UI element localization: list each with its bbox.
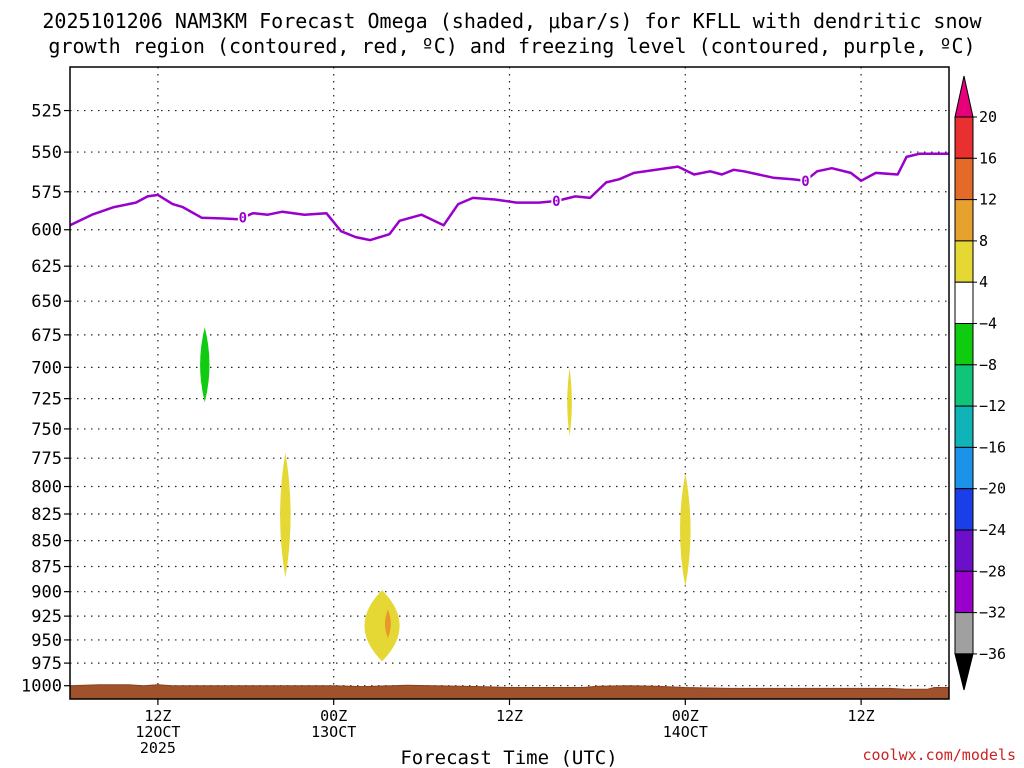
colorbar-segment — [954, 116, 974, 159]
chart-title-line-1: 2025101206 NAM3KM Forecast Omega (shaded… — [42, 9, 982, 33]
x-axis-label: Forecast Time (UTC) — [400, 747, 617, 768]
y-tick-label: 550 — [31, 143, 62, 163]
colorbar-label: −32 — [979, 604, 1006, 622]
y-tick-label: 725 — [31, 390, 62, 410]
freezing-level-label-bg — [800, 172, 811, 189]
y-tick-label: 775 — [31, 449, 62, 469]
colorbar-label: −12 — [979, 397, 1006, 415]
colorbar-cap-top — [954, 75, 974, 118]
x-tick-label: 12Z — [848, 707, 875, 725]
x-tick-label: 00Z — [320, 707, 347, 725]
colorbar-label: −28 — [979, 562, 1006, 580]
colorbar-segment — [954, 570, 974, 614]
surface-terrain — [69, 684, 950, 700]
omega-contour-4 — [567, 368, 572, 437]
y-tick-label: 625 — [31, 257, 62, 277]
y-tick-label: 575 — [31, 183, 62, 203]
freezing-level-label-bg — [237, 209, 248, 226]
chart-title-line-2: growth region (contoured, red, ºC) and f… — [48, 34, 975, 58]
freezing-level-line — [69, 152, 949, 242]
gridlines — [70, 67, 949, 699]
colorbar-segment — [954, 157, 974, 201]
y-tick-label: 825 — [31, 505, 62, 525]
freezing-level: 0 0 0 — [69, 152, 949, 242]
x-tick-label: 12OCT — [135, 723, 180, 741]
colorbar-label: −36 — [979, 645, 1006, 663]
freezing-level-label-bg — [551, 193, 562, 210]
y-tick-label: 600 — [31, 221, 62, 241]
freezing-level-label: 0 — [552, 194, 560, 210]
x-tick-label: 14OCT — [663, 723, 708, 741]
y-tick-label: 1000 — [21, 677, 62, 697]
omega-contour-neg8 — [200, 327, 210, 403]
colorbar-label: 8 — [979, 232, 988, 250]
y-tick-label: 800 — [31, 478, 62, 498]
colorbar-segment — [954, 488, 974, 531]
colorbar-segment — [954, 240, 974, 283]
freezing-level-label: 0 — [239, 210, 247, 226]
y-tick-label: 950 — [31, 631, 62, 651]
y-axis-ticks: 525 550 575 600 625 650 675 700 725 750 775 800 825 8… — [21, 102, 70, 697]
credit-text: coolwx.com/models — [862, 746, 1016, 764]
colorbar-segment — [954, 364, 974, 407]
y-tick-label: 525 — [31, 102, 62, 122]
y-tick-label: 875 — [31, 558, 62, 578]
colorbar-segment — [954, 446, 974, 490]
y-tick-label: 900 — [31, 583, 62, 603]
freezing-level-label: 0 — [801, 174, 809, 190]
colorbar-label: −24 — [979, 521, 1006, 539]
colorbar-label: −20 — [979, 480, 1006, 498]
colorbar-segment — [954, 405, 974, 448]
colorbar-label: 4 — [979, 273, 988, 291]
x-tick-label: 12Z — [144, 707, 171, 725]
colorbar-segment — [954, 612, 974, 655]
colorbar-cap-bottom — [954, 653, 974, 691]
y-tick-label: 925 — [31, 607, 62, 627]
colorbar-label: 16 — [979, 149, 997, 167]
y-tick-label: 850 — [31, 532, 62, 552]
colorbar-label: 12 — [979, 191, 997, 209]
colorbar: 20 16 12 8 4 −4 −8 −12 −16 −20 −24 −28 −32 −36 — [954, 75, 1006, 691]
y-tick-label: 650 — [31, 292, 62, 312]
x-tick-label: 12Z — [496, 707, 523, 725]
colorbar-segment — [954, 281, 974, 325]
x-tick-label: 13OCT — [311, 723, 356, 741]
omega-shading — [200, 327, 691, 662]
omega-contour-4 — [280, 452, 291, 578]
y-tick-label: 975 — [31, 654, 62, 674]
colorbar-label: −8 — [979, 356, 997, 374]
colorbar-label: −16 — [979, 438, 1006, 456]
colorbar-label: −4 — [979, 315, 997, 333]
colorbar-segment — [954, 323, 974, 366]
colorbar-segment — [954, 199, 974, 242]
x-tick-label: 00Z — [672, 707, 699, 725]
omega-contour-4 — [364, 590, 400, 662]
x-tick-label: 2025 — [140, 739, 176, 757]
y-tick-label: 750 — [31, 420, 62, 440]
surface-fill — [69, 684, 950, 700]
y-tick-label: 675 — [31, 326, 62, 346]
y-tick-label: 700 — [31, 358, 62, 378]
colorbar-segment — [954, 529, 974, 572]
omega-contour-4 — [680, 473, 691, 587]
colorbar-label: 20 — [979, 108, 997, 126]
omega-contour-8 — [384, 609, 391, 639]
